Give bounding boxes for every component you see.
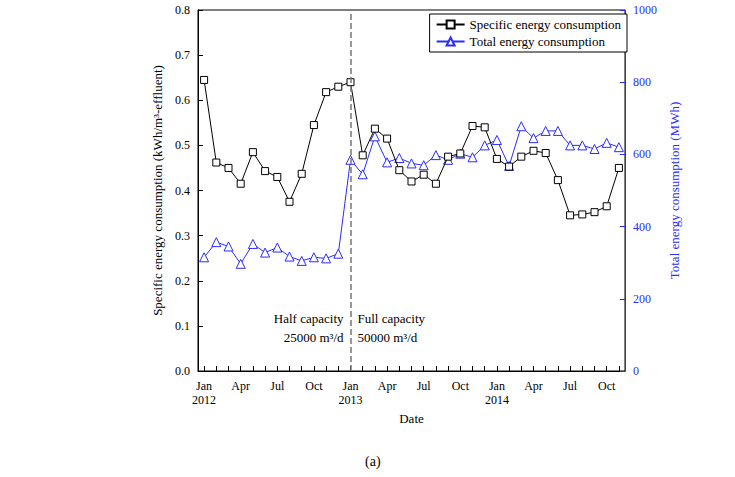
svg-text:Half capacity: Half capacity — [274, 311, 344, 326]
svg-text:0.1: 0.1 — [175, 319, 190, 333]
svg-text:Jul: Jul — [417, 379, 432, 393]
svg-text:400: 400 — [633, 220, 651, 234]
svg-text:Full capacity: Full capacity — [358, 311, 426, 326]
svg-text:Total energy consumption (MWh): Total energy consumption (MWh) — [667, 102, 682, 280]
svg-text:1000: 1000 — [633, 3, 657, 17]
svg-text:Jul: Jul — [563, 379, 578, 393]
svg-text:600: 600 — [633, 147, 651, 161]
svg-text:Jan: Jan — [343, 379, 359, 393]
svg-text:Specific energy consumption (k: Specific energy consumption (kWh/m³-effl… — [150, 65, 165, 316]
svg-text:(a): (a) — [365, 454, 381, 470]
svg-text:Apr: Apr — [378, 379, 397, 393]
svg-text:Oct: Oct — [598, 379, 616, 393]
svg-text:2014: 2014 — [485, 393, 509, 407]
svg-text:Total energy consumption: Total energy consumption — [470, 34, 606, 49]
svg-text:Jan: Jan — [489, 379, 505, 393]
svg-text:2013: 2013 — [339, 393, 363, 407]
svg-text:200: 200 — [633, 292, 651, 306]
svg-text:Oct: Oct — [305, 379, 323, 393]
svg-text:0.6: 0.6 — [175, 93, 190, 107]
svg-text:Oct: Oct — [452, 379, 470, 393]
svg-text:25000 m³/d: 25000 m³/d — [284, 330, 344, 345]
svg-text:800: 800 — [633, 75, 651, 89]
svg-text:0.2: 0.2 — [175, 274, 190, 288]
svg-text:Jul: Jul — [270, 379, 285, 393]
svg-text:0.5: 0.5 — [175, 138, 190, 152]
svg-text:0.0: 0.0 — [175, 364, 190, 378]
svg-text:0: 0 — [633, 364, 639, 378]
svg-text:0.7: 0.7 — [175, 48, 190, 62]
svg-text:Jan: Jan — [196, 379, 212, 393]
svg-text:Date: Date — [399, 411, 424, 426]
svg-text:Specific energy consumption: Specific energy consumption — [470, 17, 622, 32]
svg-text:0.4: 0.4 — [175, 184, 190, 198]
svg-text:Apr: Apr — [524, 379, 543, 393]
svg-text:2012: 2012 — [192, 393, 216, 407]
svg-text:50000 m³/d: 50000 m³/d — [358, 330, 418, 345]
svg-text:0.3: 0.3 — [175, 229, 190, 243]
svg-text:0.8: 0.8 — [175, 3, 190, 17]
svg-text:Apr: Apr — [231, 379, 250, 393]
